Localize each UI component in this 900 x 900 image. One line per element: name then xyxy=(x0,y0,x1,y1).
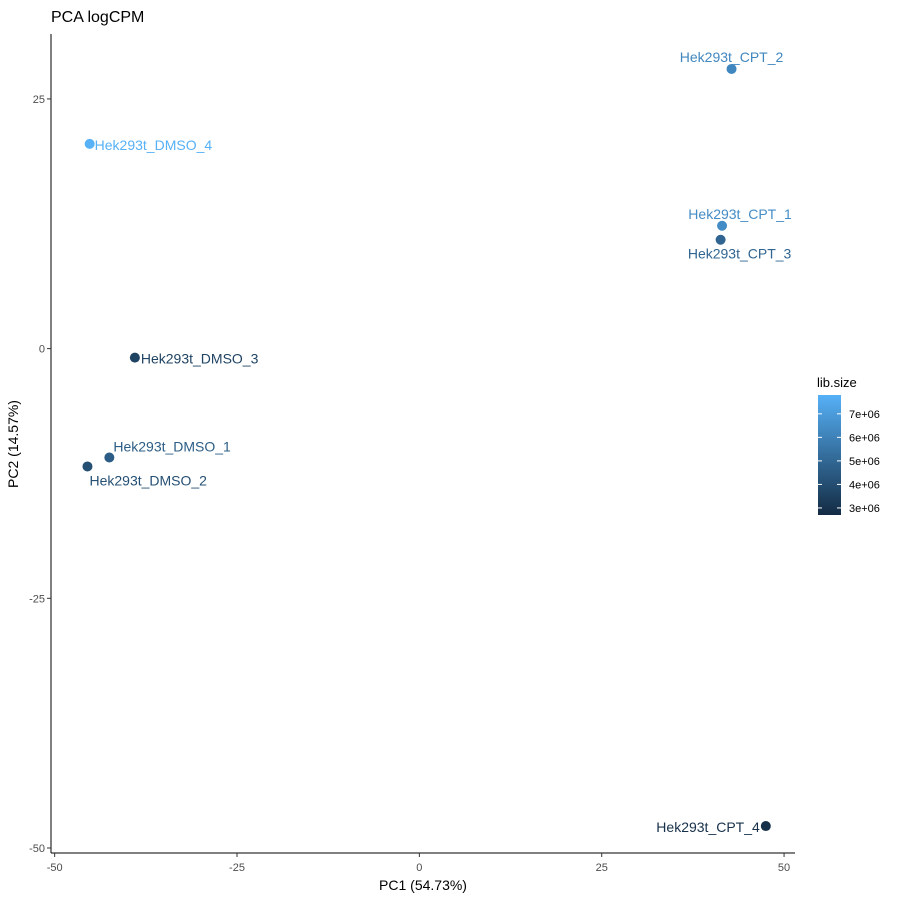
legend-ticks: 3e+06 4e+06 5e+06 6e+06 7e+06 xyxy=(818,409,880,515)
legend-tick-label: 5e+06 xyxy=(849,456,880,468)
legend-tick-label: 7e+06 xyxy=(849,409,880,421)
data-point-label: Hek293t_DMSO_3 xyxy=(141,351,259,367)
data-point-label: Hek293t_CPT_3 xyxy=(688,246,792,262)
data-point xyxy=(82,461,93,472)
data-point-label: Hek293t_DMSO_1 xyxy=(113,438,231,454)
data-point xyxy=(104,452,115,463)
chart-title: PCA logCPM xyxy=(51,9,144,26)
data-point-labels: Hek293t_CPT_2 Hek293t_DMSO_4 Hek293t_CPT_1… xyxy=(89,49,792,835)
x-tick-label: 25 xyxy=(596,862,608,874)
y-tick-label: 0 xyxy=(39,344,45,356)
data-point-label: Hek293t_CPT_2 xyxy=(680,49,784,65)
data-point xyxy=(760,821,771,832)
y-axis-title: PC2 (14.57%) xyxy=(5,400,21,488)
legend-tick-label: 3e+06 xyxy=(849,503,880,515)
y-tick-label: -50 xyxy=(29,843,45,855)
data-point-label: Hek293t_CPT_1 xyxy=(688,206,792,222)
x-tick-label: -50 xyxy=(47,862,63,874)
data-point xyxy=(717,220,728,231)
data-point-label: Hek293t_DMSO_2 xyxy=(89,472,207,488)
x-tick-label: 50 xyxy=(778,862,790,874)
x-axis-title: PC1 (54.73%) xyxy=(379,877,467,893)
data-point-label: Hek293t_DMSO_4 xyxy=(95,137,213,153)
y-tick-label: 25 xyxy=(33,94,45,106)
data-points xyxy=(82,63,771,832)
y-axis: -50 -25 0 25 xyxy=(29,34,52,855)
data-point xyxy=(129,352,140,363)
x-tick-label: 0 xyxy=(416,862,422,874)
legend-tick-label: 6e+06 xyxy=(849,432,880,444)
x-tick-label: -25 xyxy=(229,862,245,874)
color-legend: lib.size 3e+06 4e+06 5e+06 6e+06 7e+06 xyxy=(817,375,880,515)
y-tick-label: -25 xyxy=(29,593,45,605)
legend-title: lib.size xyxy=(817,375,857,390)
legend-colorbar xyxy=(818,395,841,515)
data-point-label: Hek293t_CPT_4 xyxy=(656,819,760,835)
legend-tick-label: 4e+06 xyxy=(849,479,880,491)
x-axis: -50 -25 0 25 50 xyxy=(47,852,795,874)
data-point xyxy=(715,234,726,245)
data-point xyxy=(726,63,737,74)
data-point xyxy=(84,138,95,149)
